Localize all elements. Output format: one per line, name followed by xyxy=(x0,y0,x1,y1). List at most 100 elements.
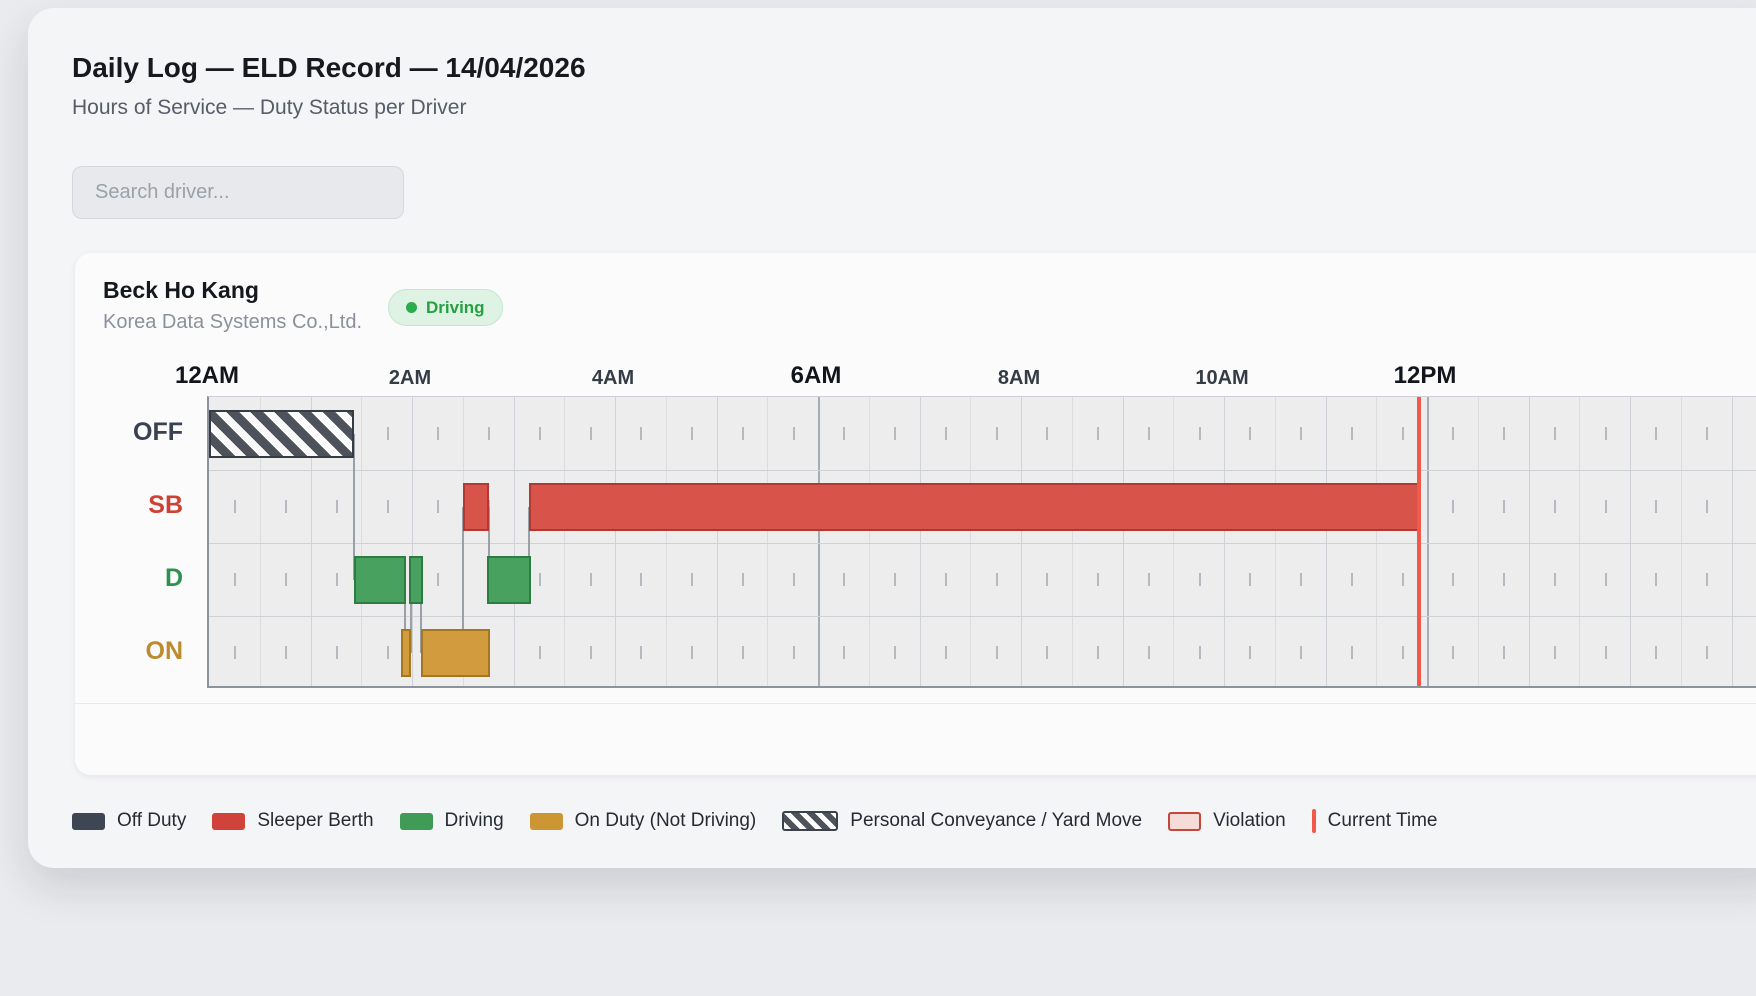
quarter-tick xyxy=(792,573,795,586)
quarter-tick xyxy=(741,427,744,440)
row-label-on: ON xyxy=(145,637,184,665)
quarter-tick xyxy=(1198,573,1201,586)
quarter-tick xyxy=(1046,573,1049,586)
search-input[interactable] xyxy=(72,166,404,219)
hour-label-12pm: 12PM xyxy=(1393,362,1457,389)
gridline xyxy=(361,397,363,686)
quarter-tick xyxy=(1706,500,1709,513)
quarter-tick xyxy=(589,646,592,659)
quarter-tick xyxy=(234,500,237,513)
quarter-tick xyxy=(538,573,541,586)
gridline xyxy=(564,397,566,686)
gridline xyxy=(513,397,515,686)
quarter-tick xyxy=(1350,573,1353,586)
segment-driving xyxy=(487,555,531,604)
quarter-tick xyxy=(1503,500,1506,513)
driving-status-badge: Driving xyxy=(388,289,503,326)
quarter-tick xyxy=(1300,646,1303,659)
quarter-tick xyxy=(1604,646,1607,659)
quarter-tick xyxy=(1503,427,1506,440)
segment-driving xyxy=(408,555,424,604)
gridline xyxy=(919,397,921,686)
card-divider xyxy=(75,703,1756,704)
quarter-tick xyxy=(437,500,440,513)
hour-label-4am: 4AM xyxy=(591,367,635,389)
quarter-tick xyxy=(894,427,897,440)
quarter-tick xyxy=(589,427,592,440)
quarter-tick xyxy=(285,646,288,659)
gridline xyxy=(767,397,769,686)
hour-label-12am: 12AM xyxy=(174,362,240,389)
quarter-tick xyxy=(1350,646,1353,659)
quarter-tick xyxy=(1046,646,1049,659)
gridline xyxy=(1630,397,1631,686)
legend-label: Off Duty xyxy=(117,810,187,831)
quarter-tick xyxy=(691,427,694,440)
gridline xyxy=(1325,397,1327,686)
quarter-tick xyxy=(640,573,643,586)
quarter-tick xyxy=(386,427,389,440)
row-axis: OFF SB D ON xyxy=(75,396,195,688)
sleeper-berth-swatch xyxy=(212,812,246,830)
legend: Off Duty Sleeper Berth Driving On Duty (Not… xyxy=(72,803,1437,839)
quarter-tick xyxy=(1046,427,1049,440)
row-label-d: D xyxy=(164,564,183,592)
quarter-tick xyxy=(944,573,947,586)
quarter-tick xyxy=(1604,427,1607,440)
current-time-line xyxy=(1416,397,1421,686)
quarter-tick xyxy=(1553,646,1556,659)
status-badge-label: Driving xyxy=(426,297,485,317)
row-separator xyxy=(209,616,1756,617)
legend-item: Current Time xyxy=(1311,809,1438,833)
quarter-tick xyxy=(995,646,998,659)
segment-on-duty xyxy=(400,628,411,677)
row-separator xyxy=(209,470,1756,471)
legend-item: Personal Conveyance / Yard Move xyxy=(782,810,1142,832)
gridline xyxy=(1071,397,1073,686)
quarter-tick xyxy=(1300,573,1303,586)
segment-sleeper-berth xyxy=(528,482,1419,531)
hour-label-10am: 10AM xyxy=(1195,367,1249,389)
quarter-tick xyxy=(1706,427,1709,440)
legend-label: On Duty (Not Driving) xyxy=(574,810,757,831)
row-label-off: OFF xyxy=(133,418,183,446)
quarter-tick xyxy=(640,646,643,659)
gridline xyxy=(716,397,718,686)
gridline xyxy=(1579,397,1581,686)
status-connector xyxy=(403,579,406,653)
quarter-tick xyxy=(1553,573,1556,586)
gridline xyxy=(259,397,261,686)
quarter-tick xyxy=(1503,573,1506,586)
quarter-tick xyxy=(386,500,389,513)
quarter-tick xyxy=(1198,427,1201,440)
legend-item: Sleeper Berth xyxy=(212,810,374,832)
quarter-tick xyxy=(1604,573,1607,586)
legend-label: Sleeper Berth xyxy=(257,810,374,831)
quarter-tick xyxy=(1249,573,1252,586)
quarter-tick xyxy=(1249,427,1252,440)
quarter-tick xyxy=(1198,646,1201,659)
quarter-tick xyxy=(437,427,440,440)
status-connector xyxy=(488,506,491,580)
quarter-tick xyxy=(792,646,795,659)
segment-personal-conveyance xyxy=(209,409,355,458)
quarter-tick xyxy=(1452,500,1455,513)
quarter-tick xyxy=(894,646,897,659)
quarter-tick xyxy=(741,573,744,586)
quarter-tick xyxy=(1553,500,1556,513)
gridline xyxy=(1477,397,1479,686)
legend-label: Current Time xyxy=(1327,810,1438,831)
gridline xyxy=(818,397,820,686)
segment-on-duty xyxy=(421,628,491,677)
quarter-tick xyxy=(1097,427,1100,440)
quarter-tick xyxy=(640,427,643,440)
gridline xyxy=(868,397,870,686)
row-separator xyxy=(209,543,1756,544)
quarter-tick xyxy=(1147,573,1150,586)
driver-name: Beck Ho Kang xyxy=(103,277,259,303)
status-connector xyxy=(353,433,356,580)
status-connector xyxy=(420,579,423,653)
quarter-tick xyxy=(1401,646,1404,659)
page-title: Daily Log — ELD Record — 14/04/2026 xyxy=(72,52,586,83)
quarter-tick xyxy=(1300,427,1303,440)
